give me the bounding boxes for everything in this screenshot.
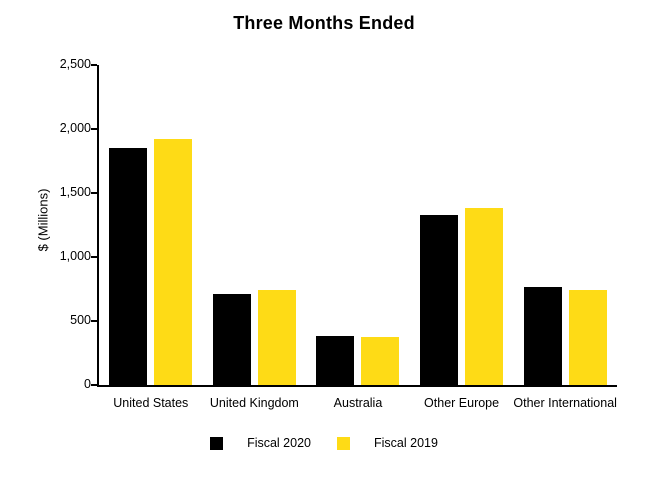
bar-fiscal-2020-united-states (109, 148, 148, 385)
plot-area: 0 500 1,000 1,500 2,000 2,500 (60, 57, 617, 391)
legend-item-fiscal-2019: Fiscal 2019 (337, 436, 438, 450)
y-tick-label: 2,500 (59, 57, 91, 71)
x-axis-label-australia: Australia (333, 396, 383, 410)
bar-fiscal-2019-other-international (568, 289, 607, 385)
bar-fiscal-2019-australia (361, 337, 400, 385)
bar-group-united-kingdom (203, 65, 307, 385)
x-axis-label-united-kingdom: United Kingdom (209, 396, 299, 410)
y-axis-line (97, 65, 99, 387)
bar-fiscal-2019-united-kingdom (257, 289, 296, 385)
chart-title: Three Months Ended (233, 13, 415, 33)
bar-fiscal-2020-united-kingdom (212, 294, 251, 385)
bar-fiscal-2020-other-europe (420, 214, 459, 385)
legend-label: Fiscal 2020 (247, 436, 311, 450)
x-axis-label-other-international: Other International (513, 396, 617, 410)
bar-fiscal-2020-australia (316, 335, 355, 385)
y-tick-mark (91, 192, 97, 194)
y-tick-mark (91, 384, 97, 386)
legend-swatch-fiscal-2019 (337, 436, 350, 450)
y-tick-mark (91, 320, 97, 322)
bar-fiscal-2019-other-europe (465, 207, 504, 385)
bar-group-united-states (99, 65, 203, 385)
x-axis-labels: United States United Kingdom Australia Othe… (99, 396, 617, 410)
y-tick-label: 1,500 (59, 185, 91, 199)
bar-fiscal-2019-united-states (154, 139, 193, 385)
x-axis-line (97, 385, 617, 387)
y-tick-mark (91, 64, 97, 66)
y-axis-title: $ (Millions) (35, 188, 51, 252)
bar-group-other-international (513, 65, 617, 385)
legend-item-fiscal-2020: Fiscal 2020 (210, 436, 311, 450)
bar-fiscal-2020-other-international (523, 287, 562, 385)
y-tick-mark (91, 128, 97, 130)
x-axis-label-united-states: United States (113, 396, 189, 410)
y-tick-label: 1,000 (59, 249, 91, 263)
legend-swatch-fiscal-2020 (210, 436, 224, 450)
bar-group-australia (306, 65, 410, 385)
bar-group-other-europe (410, 65, 514, 385)
legend: Fiscal 2020 Fiscal 2019 (0, 436, 648, 450)
x-axis-label-other-europe: Other Europe (424, 396, 500, 410)
y-tick-mark (91, 256, 97, 258)
y-tick-label: 500 (70, 313, 91, 327)
y-tick-label: 0 (84, 377, 91, 391)
legend-label: Fiscal 2019 (374, 436, 438, 450)
bar-groups (99, 65, 617, 385)
y-tick-label: 2,000 (59, 121, 91, 135)
